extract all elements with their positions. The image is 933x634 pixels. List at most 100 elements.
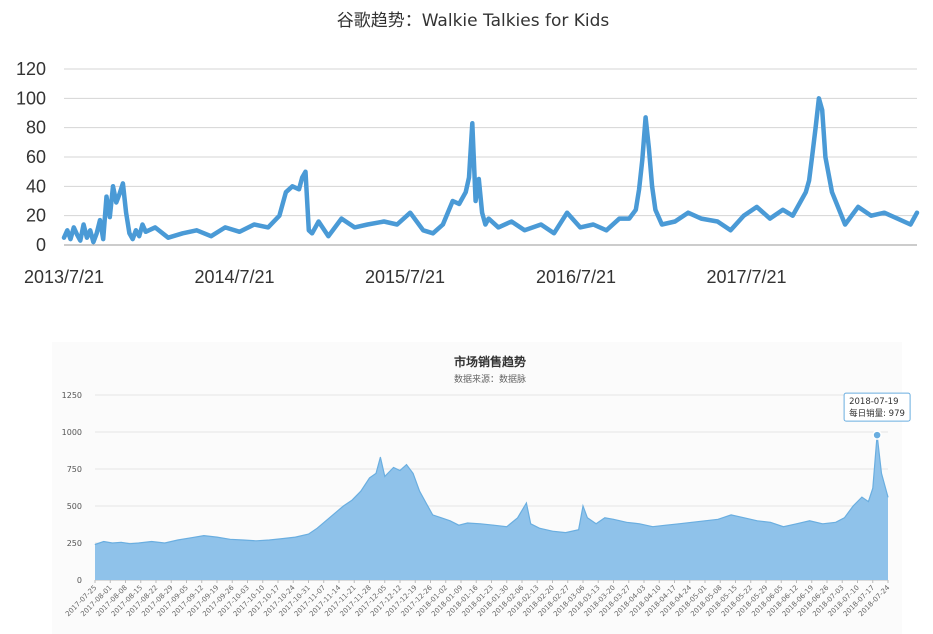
data-point <box>493 524 495 526</box>
data-point <box>305 171 307 173</box>
data-point <box>896 218 898 220</box>
data-point <box>835 521 837 523</box>
data-point <box>645 116 647 118</box>
y-tick-label: 0 <box>36 235 46 255</box>
data-point <box>821 109 823 111</box>
data-point <box>484 223 486 225</box>
data-point <box>831 191 833 193</box>
series-line <box>61 96 920 245</box>
data-point <box>396 223 398 225</box>
data-point <box>76 234 78 236</box>
data-point <box>578 529 580 531</box>
data-point <box>203 535 205 536</box>
data-point <box>481 212 483 214</box>
tooltip-marker <box>872 430 882 440</box>
y-tick-label: 120 <box>16 59 46 79</box>
y-tick-label: 100 <box>16 88 46 108</box>
data-point <box>267 226 269 228</box>
trends-line-chart: 谷歌趋势：Walkie Talkies for Kids 0 20 40 60 80 10… <box>16 11 920 287</box>
data-point <box>285 191 287 193</box>
data-point <box>480 523 482 525</box>
data-point <box>308 533 309 535</box>
y-tick-label: 1000 <box>62 428 82 437</box>
data-point <box>351 499 353 501</box>
chart-subtitle: 数据来源：数据脉 <box>454 373 526 385</box>
data-point <box>229 538 231 540</box>
data-point <box>99 219 101 221</box>
data-point <box>818 97 820 99</box>
data-point <box>605 229 607 231</box>
data-point <box>798 203 800 205</box>
data-point <box>432 514 434 516</box>
data-point <box>824 156 826 158</box>
data-point <box>154 226 156 228</box>
data-point <box>524 229 526 231</box>
data-point <box>661 223 663 225</box>
data-point <box>369 477 370 479</box>
y-tick-label: 60 <box>26 147 46 167</box>
data-point <box>66 229 68 231</box>
data-point <box>295 536 296 538</box>
data-point <box>342 505 344 507</box>
x-tick-label: 2013/7/21 <box>24 267 104 287</box>
data-point <box>730 514 732 516</box>
data-point <box>756 520 758 522</box>
data-point <box>909 223 911 225</box>
y-grid <box>64 68 917 246</box>
data-point <box>488 218 490 220</box>
data-point <box>809 520 810 522</box>
y-tick-label: 500 <box>67 502 82 511</box>
data-point <box>782 209 784 211</box>
data-point <box>442 223 444 225</box>
data-point <box>190 537 192 539</box>
data-point <box>138 235 140 237</box>
data-point <box>115 201 117 203</box>
data-point <box>406 464 407 465</box>
data-point <box>861 496 863 498</box>
sales-chart-panel <box>52 342 902 634</box>
data-point <box>125 212 127 214</box>
data-point <box>530 523 532 525</box>
data-point <box>384 476 386 477</box>
x-tick-label: 2017/7/21 <box>706 267 786 287</box>
data-point <box>73 226 75 228</box>
data-point <box>281 538 283 539</box>
data-point <box>783 526 784 528</box>
data-point <box>872 487 874 489</box>
data-point <box>94 544 96 545</box>
data-point <box>109 216 111 218</box>
data-point <box>327 235 329 237</box>
data-point <box>552 530 553 532</box>
data-point <box>867 501 869 502</box>
data-point <box>138 542 139 544</box>
data-point <box>79 240 81 242</box>
data-point <box>129 543 131 545</box>
data-point <box>883 212 885 214</box>
data-point <box>635 209 637 211</box>
data-point <box>717 221 719 223</box>
data-point <box>301 177 303 179</box>
x-axis-ticks: 2017-07-252017-08-012017-08-082017-08-15… <box>64 580 892 618</box>
data-point <box>844 517 845 519</box>
data-point <box>141 223 143 225</box>
data-point <box>471 122 473 124</box>
y-axis-ticks: 0 250 500 750 1000 1250 <box>62 391 82 585</box>
data-point <box>815 127 817 129</box>
chart-title: 市场销售趋势 <box>454 354 526 369</box>
data-point <box>239 231 241 233</box>
y-tick-label: 0 <box>77 576 82 585</box>
tooltip: 2018-07-19 每日销量: 979 <box>843 392 911 440</box>
data-point <box>674 221 676 223</box>
data-point <box>122 182 124 184</box>
data-point <box>196 229 198 231</box>
y-tick-label: 80 <box>26 118 46 138</box>
data-point <box>308 229 310 231</box>
data-point <box>393 467 394 468</box>
data-point <box>916 212 918 214</box>
data-point <box>700 218 702 220</box>
data-point <box>89 229 91 231</box>
data-point <box>805 191 807 193</box>
data-point <box>119 193 121 195</box>
data-point <box>730 229 732 231</box>
data-point <box>316 527 318 529</box>
